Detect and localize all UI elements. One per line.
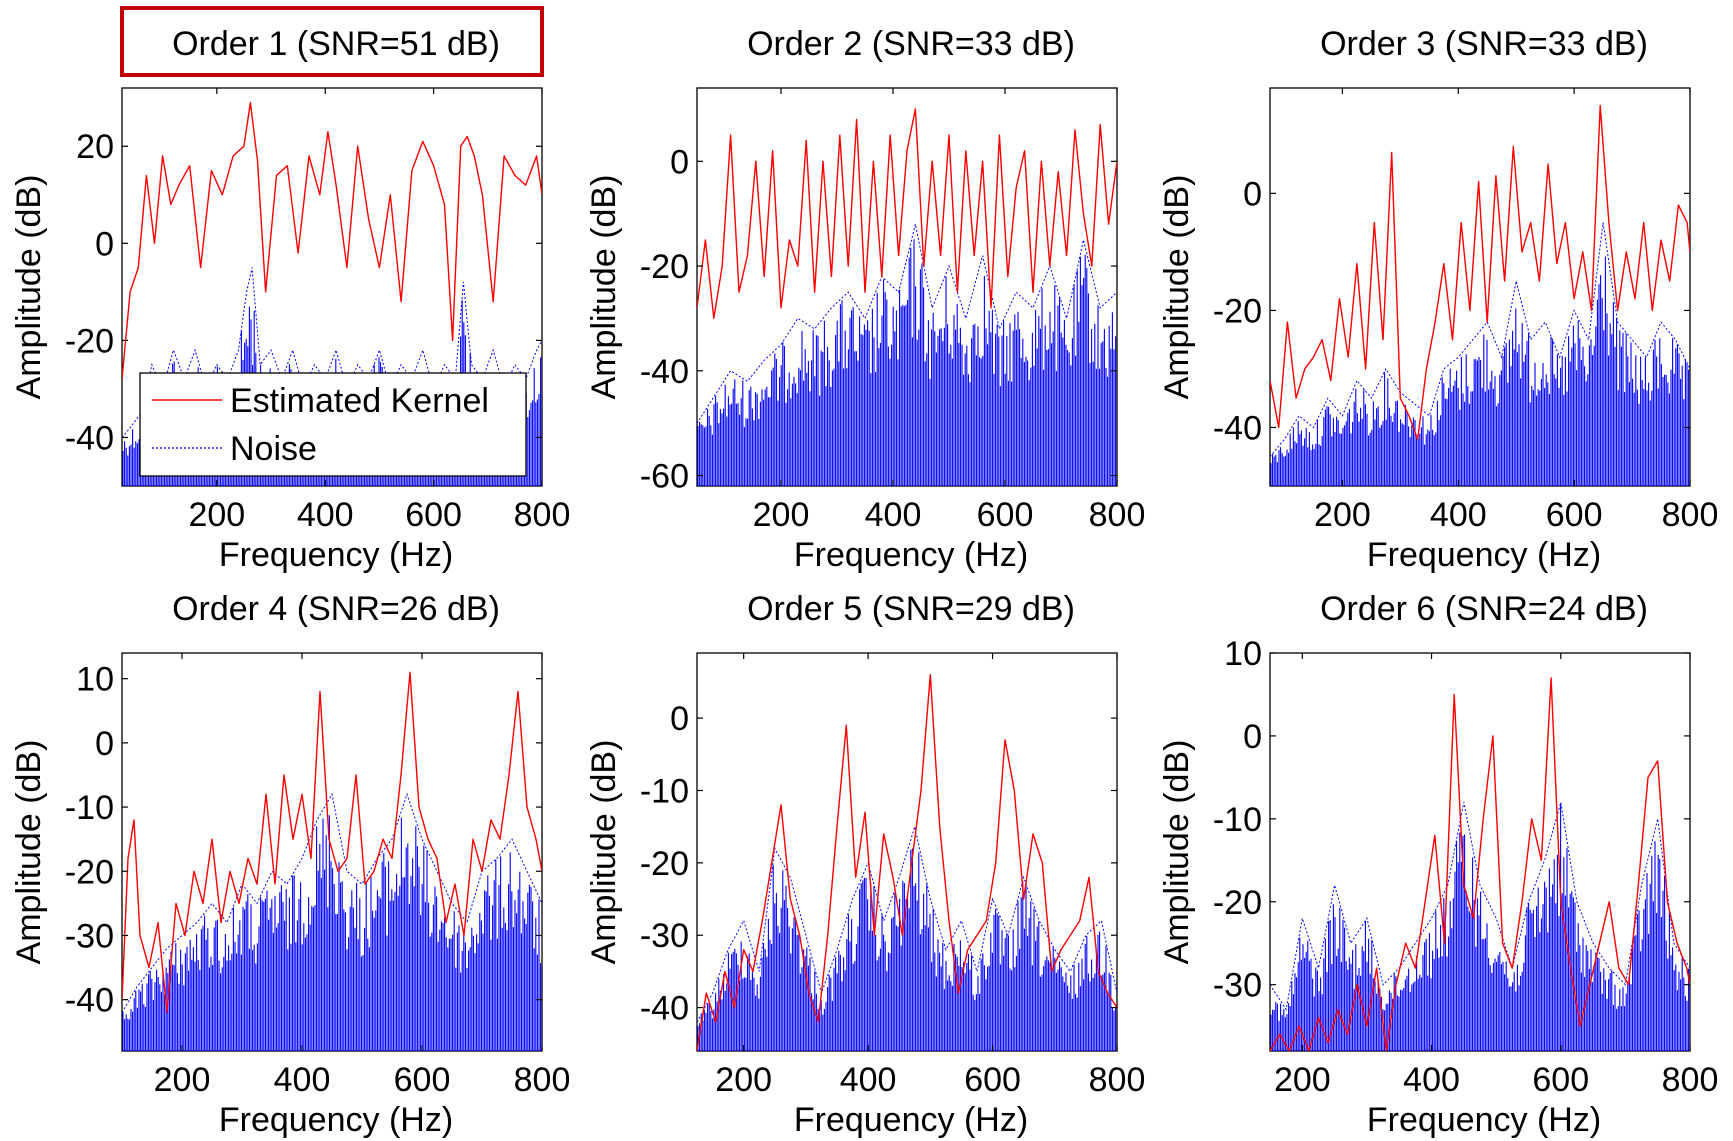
x-tick-label: 600 (964, 1061, 1021, 1099)
y-tick-label: 0 (95, 725, 114, 763)
y-tick-label: -20 (640, 248, 689, 286)
noise-series (1270, 803, 1690, 1051)
y-tick-label: 0 (1243, 718, 1262, 756)
subplot-title: Order 3 (SNR=33 dB) (1320, 25, 1648, 63)
y-tick-label: -40 (1213, 409, 1262, 447)
y-tick-label: -20 (65, 853, 114, 891)
y-tick-label: -10 (640, 772, 689, 810)
y-tick-label: -60 (640, 458, 689, 496)
noise-envelope-line (697, 224, 1117, 424)
subplot-title: Order 4 (SNR=26 dB) (172, 590, 500, 628)
x-tick-label: 800 (514, 1061, 571, 1099)
y-tick-label: -40 (65, 982, 114, 1020)
kernel-series-line (122, 101, 542, 380)
x-tick-label: 200 (1314, 496, 1371, 534)
title-highlight-box (120, 6, 544, 77)
noise-series (697, 848, 1117, 1051)
y-tick-label: 10 (76, 661, 114, 699)
subplot-title: Order 2 (SNR=33 dB) (747, 25, 1075, 63)
y-tick-label: -20 (640, 845, 689, 883)
y-tick-label: -10 (1213, 801, 1262, 839)
y-tick-label: -40 (640, 353, 689, 391)
y-tick-label: 0 (670, 700, 689, 738)
y-tick-label: -10 (65, 789, 114, 827)
x-tick-label: 600 (394, 1061, 451, 1099)
noise-envelope-line (122, 792, 542, 1013)
subplot-title: Order 6 (SNR=24 dB) (1320, 590, 1648, 628)
x-tick-label: 400 (274, 1061, 331, 1099)
kernel-series-line (1270, 677, 1690, 1051)
x-tick-label: 200 (188, 496, 245, 534)
subplot-4: 200 400 600 800 10 0 -10 -20 -30 -40 Order 4 (SNR=… (10, 590, 570, 1139)
kernel-series-line (697, 108, 1117, 320)
y-tick-label: 0 (1243, 175, 1262, 213)
y-tick-label: -40 (640, 990, 689, 1028)
x-tick-label: 400 (865, 496, 922, 534)
x-axis-label: Frequency (Hz) (219, 1101, 453, 1139)
noise-envelope-line (1270, 802, 1690, 1011)
y-axis-label: Amplitude (dB) (10, 740, 48, 965)
kernel-series-line (697, 674, 1117, 1051)
x-tick-label: 400 (297, 496, 354, 534)
x-tick-label: 400 (840, 1061, 897, 1099)
subplot-3: 200 400 600 800 0 -20 -40 Order 3 (SNR=33 dB) Fr… (1158, 25, 1718, 574)
y-tick-label: -20 (1213, 884, 1262, 922)
y-axis-label: Amplitude (dB) (1158, 175, 1196, 400)
y-axis-label: Amplitude (dB) (585, 740, 623, 965)
x-tick-label: 800 (514, 496, 571, 534)
subplot-6: 200 400 600 800 10 0 -10 -20 -30 Order 6 (SNR=24 … (1158, 590, 1718, 1139)
noise-envelope-line (122, 267, 542, 438)
x-tick-label: 800 (1089, 1061, 1146, 1099)
y-tick-label: -30 (1213, 967, 1262, 1005)
legend-box (139, 372, 527, 477)
legend-noise-label: Noise (230, 430, 317, 468)
subplot-title: Order 1 (SNR=51 dB) (172, 25, 500, 63)
y-tick-label: -40 (65, 419, 114, 457)
noise-series (1270, 256, 1690, 486)
kernel-series-line (1270, 104, 1690, 440)
y-axis-label: Amplitude (dB) (1158, 740, 1196, 965)
y-tick-label: 10 (1224, 635, 1262, 673)
x-axis-label: Frequency (Hz) (794, 1101, 1028, 1139)
x-axis-label: Frequency (Hz) (219, 536, 453, 574)
x-tick-label: 600 (1532, 1061, 1589, 1099)
y-tick-label: -20 (65, 322, 114, 360)
x-tick-label: 800 (1662, 496, 1719, 534)
x-axis-label: Frequency (Hz) (794, 536, 1028, 574)
x-tick-label: 400 (1430, 496, 1487, 534)
kernel-series-line (122, 671, 542, 1014)
subplot-2: 200 400 600 800 0 -20 -40 -60 Order 2 (SNR=33 dB… (585, 25, 1145, 574)
x-tick-label: 200 (753, 496, 810, 534)
x-tick-label: 600 (1546, 496, 1603, 534)
y-tick-label: -20 (1213, 292, 1262, 330)
x-axis-label: Frequency (Hz) (1367, 1101, 1601, 1139)
subplot-5: 200 400 600 800 0 -10 -20 -30 -40 Order 5 (SNR=29… (585, 590, 1145, 1139)
noise-series (697, 239, 1117, 486)
y-tick-label: 20 (76, 128, 114, 166)
legend: Estimated Kernel Noise (139, 372, 527, 477)
noise-series (122, 815, 542, 1051)
y-axis-label: Amplitude (dB) (10, 175, 48, 400)
x-tick-label: 200 (154, 1061, 211, 1099)
subplot-title: Order 5 (SNR=29 dB) (747, 590, 1075, 628)
x-tick-label: 200 (715, 1061, 772, 1099)
y-tick-label: 0 (95, 225, 114, 263)
x-tick-label: 600 (405, 496, 462, 534)
x-axis-label: Frequency (Hz) (1367, 536, 1601, 574)
x-tick-label: 800 (1662, 1061, 1719, 1099)
legend-kernel-label: Estimated Kernel (230, 382, 489, 420)
x-tick-label: 400 (1403, 1061, 1460, 1099)
y-tick-label: -30 (65, 917, 114, 955)
y-axis-label: Amplitude (dB) (585, 175, 623, 400)
y-tick-label: 0 (670, 143, 689, 181)
x-tick-label: 200 (1274, 1061, 1331, 1099)
noise-envelope-line (697, 824, 1117, 1023)
y-tick-label: -30 (640, 917, 689, 955)
noise-envelope-line (1270, 222, 1690, 458)
x-tick-label: 800 (1089, 496, 1146, 534)
x-tick-label: 600 (977, 496, 1034, 534)
